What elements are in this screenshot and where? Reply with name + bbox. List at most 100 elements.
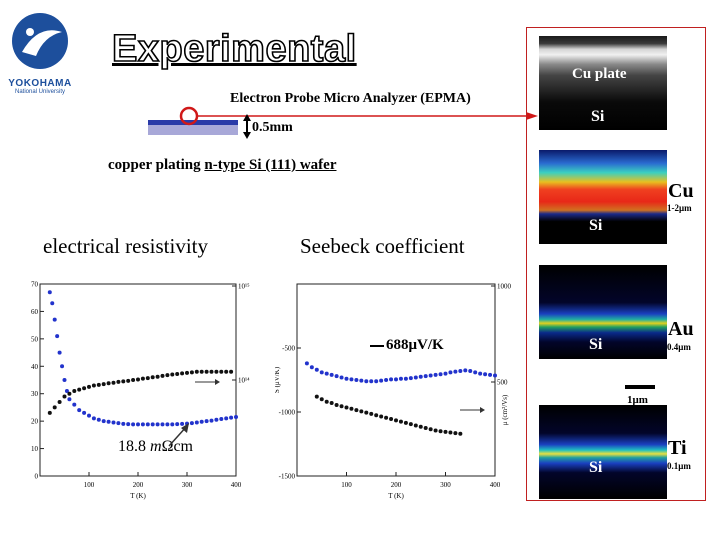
resistivity-value-unit-italic: m <box>150 438 162 455</box>
x-tick-label: 400 <box>490 481 501 489</box>
scale-bar-label: 1μm <box>627 394 648 406</box>
data-point-series-1 <box>413 423 418 428</box>
y-tick-label: -1500 <box>279 473 296 481</box>
y-tick-label: -1000 <box>279 409 296 417</box>
data-point-series-1 <box>82 386 87 391</box>
data-point-series-0 <box>309 365 314 370</box>
x-tick-label: 400 <box>231 481 242 489</box>
data-point-series-0 <box>224 416 229 421</box>
data-point-series-1 <box>180 371 185 376</box>
data-point-series-0 <box>96 417 101 422</box>
data-point-series-1 <box>106 381 111 386</box>
data-point-series-0 <box>60 364 65 369</box>
data-point-series-0 <box>140 422 145 427</box>
data-point-series-0 <box>234 415 238 420</box>
data-point-series-1 <box>403 420 408 425</box>
data-point-series-0 <box>488 372 493 377</box>
data-point-series-1 <box>408 422 413 427</box>
data-point-series-0 <box>438 372 443 377</box>
map-ti-element-label: Ti <box>668 437 687 459</box>
data-point-series-1 <box>398 419 403 424</box>
data-point-series-0 <box>189 421 194 426</box>
data-point-series-0 <box>334 374 339 379</box>
data-point-series-0 <box>433 372 438 377</box>
data-point-series-0 <box>64 388 69 393</box>
data-point-series-1 <box>87 384 91 389</box>
data-point-series-1 <box>72 388 77 393</box>
seebeck-heading: Seebeck coefficient <box>300 234 465 258</box>
y-tick-label: 60 <box>31 308 39 316</box>
sample-description-prefix: copper plating <box>108 157 205 173</box>
map-au-element-label: Au <box>668 318 694 340</box>
logo-text-line1: YOKOHAMA <box>8 78 72 89</box>
y2-tick-label: 1000 <box>497 283 512 291</box>
data-point-series-1 <box>121 379 126 384</box>
epma-panel <box>526 27 706 501</box>
data-point-series-0 <box>398 376 403 381</box>
data-point-series-0 <box>180 421 185 426</box>
data-point-series-1 <box>189 370 194 375</box>
data-point-series-0 <box>160 422 165 427</box>
data-point-series-0 <box>329 372 334 377</box>
x-tick-label: 200 <box>391 481 402 489</box>
data-point-series-0 <box>101 419 106 424</box>
data-point-series-1 <box>91 383 96 388</box>
data-point-series-0 <box>77 408 82 413</box>
data-point-series-0 <box>349 377 354 382</box>
data-point-series-0 <box>126 422 131 427</box>
y2-axis-label: μ (cm²/Vs) <box>501 394 509 425</box>
data-point-series-0 <box>121 421 126 426</box>
map-ti-si-label: Si <box>589 459 603 476</box>
map-cu-si-label: Si <box>589 217 603 234</box>
data-point-series-1 <box>185 370 189 375</box>
seebeck-chart: 100 200 300 400 T (K) -500 -1000 -1500 S (μV/K) 1… <box>275 283 512 501</box>
data-point-series-0 <box>344 376 349 381</box>
university-logo: YOKOHAMA National University <box>8 10 72 95</box>
data-point-series-0 <box>155 422 160 427</box>
data-point-series-0 <box>52 317 57 322</box>
data-point-series-0 <box>468 369 473 374</box>
data-point-series-0 <box>116 421 121 426</box>
data-point-series-1 <box>438 429 443 434</box>
data-point-series-0 <box>493 373 497 378</box>
data-point-series-1 <box>47 410 52 415</box>
y-tick-label: 10 <box>31 445 39 453</box>
data-point-series-1 <box>458 431 463 436</box>
data-point-series-0 <box>136 422 140 427</box>
data-point-series-1 <box>77 387 82 392</box>
sample-description: copper plating n-type Si (111) wafer <box>108 157 336 174</box>
data-point-series-1 <box>369 411 374 416</box>
data-point-series-0 <box>165 422 170 427</box>
data-point-series-0 <box>194 420 199 425</box>
data-point-series-0 <box>175 422 180 427</box>
data-point-series-1 <box>111 380 116 385</box>
x-tick-label: 300 <box>182 481 193 489</box>
data-point-series-0 <box>384 378 389 382</box>
data-point-series-0 <box>131 422 136 427</box>
data-point-series-1 <box>324 399 329 404</box>
x-tick-label: 100 <box>84 481 95 489</box>
data-point-series-0 <box>413 375 418 380</box>
data-point-series-0 <box>150 422 155 427</box>
data-point-series-1 <box>364 410 369 415</box>
data-point-series-1 <box>344 405 349 410</box>
x-axis-label: T (K) <box>130 492 146 500</box>
data-point-series-1 <box>448 430 453 435</box>
data-point-series-0 <box>394 377 398 382</box>
scale-bar <box>625 385 655 389</box>
data-point-series-0 <box>106 419 111 424</box>
sem-label-cu-plate: Cu plate <box>572 66 627 82</box>
data-point-series-0 <box>339 375 344 380</box>
data-point-series-0 <box>364 379 369 384</box>
data-point-series-0 <box>428 373 433 378</box>
data-point-series-1 <box>229 369 234 374</box>
epma-label: Electron Probe Micro Analyzer (EPMA) <box>230 91 471 106</box>
data-point-series-0 <box>199 419 204 424</box>
data-point-series-0 <box>62 378 67 382</box>
data-point-series-1 <box>319 397 324 402</box>
thickness-label: 0.5mm <box>252 120 293 135</box>
data-point-series-0 <box>359 378 364 383</box>
x-tick-label: 200 <box>133 481 144 489</box>
data-point-series-1 <box>131 378 136 382</box>
page-title: Experimental <box>111 27 357 71</box>
